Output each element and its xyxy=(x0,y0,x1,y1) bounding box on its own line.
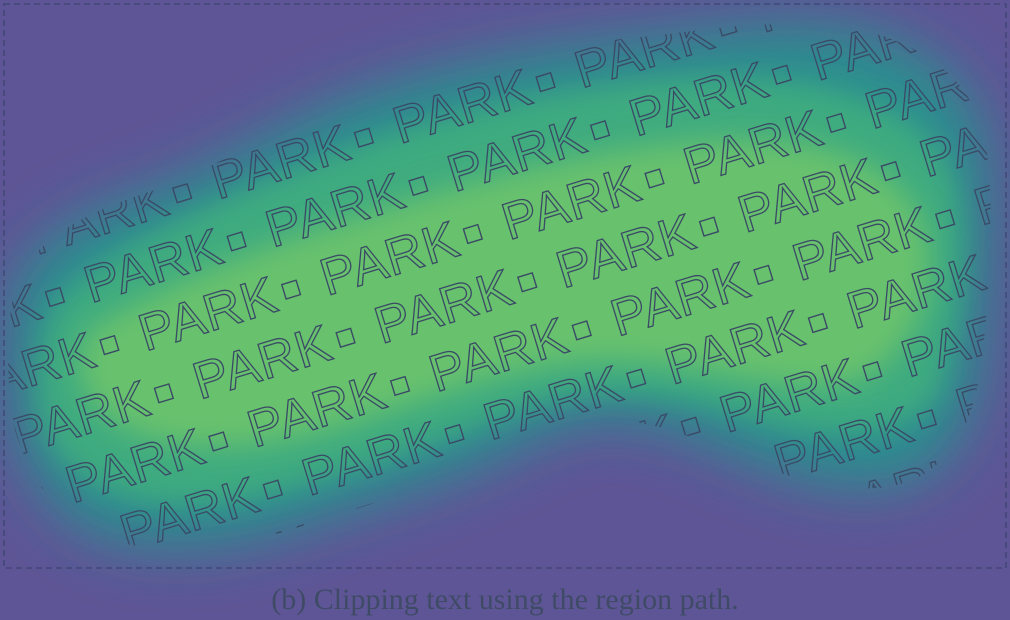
square-separator-icon xyxy=(153,383,175,404)
square-separator-icon xyxy=(571,320,592,341)
square-separator-icon xyxy=(625,368,647,389)
square-separator-icon xyxy=(389,375,411,397)
square-separator-icon xyxy=(753,264,774,286)
square-separator-icon xyxy=(825,112,847,134)
square-separator-icon xyxy=(171,182,193,204)
square-separator-icon xyxy=(462,223,484,245)
figure-caption: (b) Clipping text using the region path. xyxy=(271,583,739,616)
square-separator-icon xyxy=(226,231,247,252)
square-separator-icon xyxy=(535,71,556,93)
square-separator-icon xyxy=(208,431,229,452)
square-separator-icon xyxy=(99,334,120,356)
square-separator-icon xyxy=(916,409,938,430)
square-separator-icon xyxy=(880,160,901,182)
square-separator-icon xyxy=(771,64,792,85)
square-separator-icon xyxy=(862,360,883,382)
square-separator-icon xyxy=(644,168,665,189)
square-separator-icon xyxy=(934,209,956,230)
region-glow xyxy=(8,23,991,549)
square-separator-icon xyxy=(262,479,284,500)
square-separator-icon xyxy=(444,423,465,445)
square-separator-icon xyxy=(589,120,611,141)
square-separator-icon xyxy=(807,312,829,334)
square-separator-icon xyxy=(408,175,429,197)
square-separator-icon xyxy=(280,279,302,300)
square-separator-icon xyxy=(44,286,66,308)
square-separator-icon xyxy=(698,216,720,237)
square-separator-icon xyxy=(353,127,375,148)
square-separator-icon xyxy=(335,327,356,349)
square-separator-icon xyxy=(680,416,701,437)
clip-frame xyxy=(3,3,1007,569)
square-separator-icon xyxy=(517,271,538,293)
